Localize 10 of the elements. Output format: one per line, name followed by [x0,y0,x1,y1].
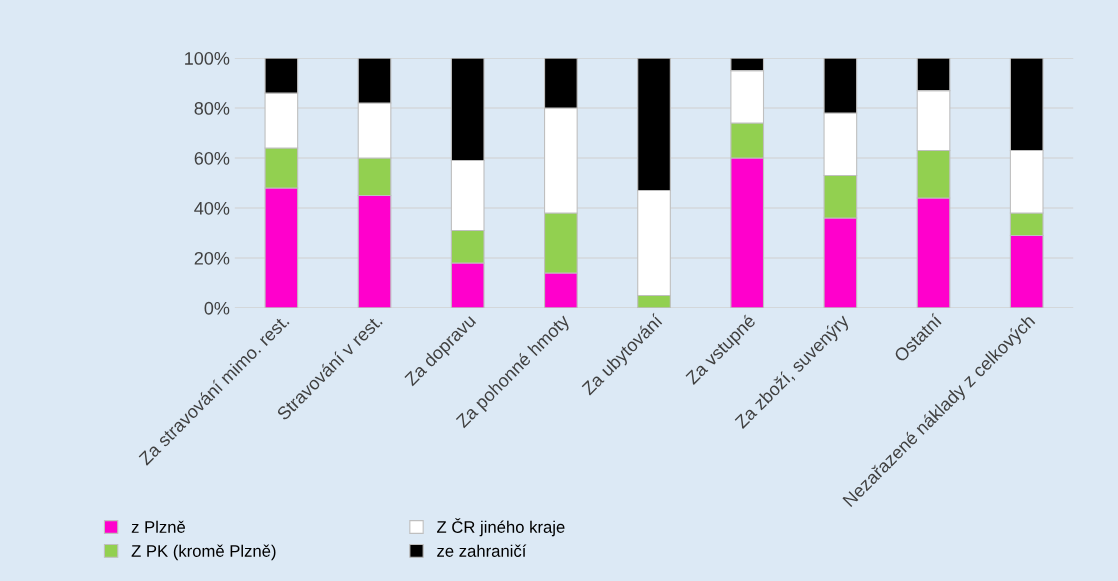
legend-label: Z ČR jiného kraje [437,518,565,537]
legend-label: z Plzně [131,520,186,533]
y-tick-label: 20% [194,251,230,265]
y-tick-label: 0% [204,301,230,315]
y-tick-label: 100% [185,52,230,65]
y-tick-label: 40% [194,201,230,215]
legend-label: ze zahraničí [437,544,527,557]
y-tick-label: 60% [194,151,230,165]
legend-label: Z PK (kromě Plzně) [131,544,276,561]
y-tick-label: 80% [194,102,230,115]
